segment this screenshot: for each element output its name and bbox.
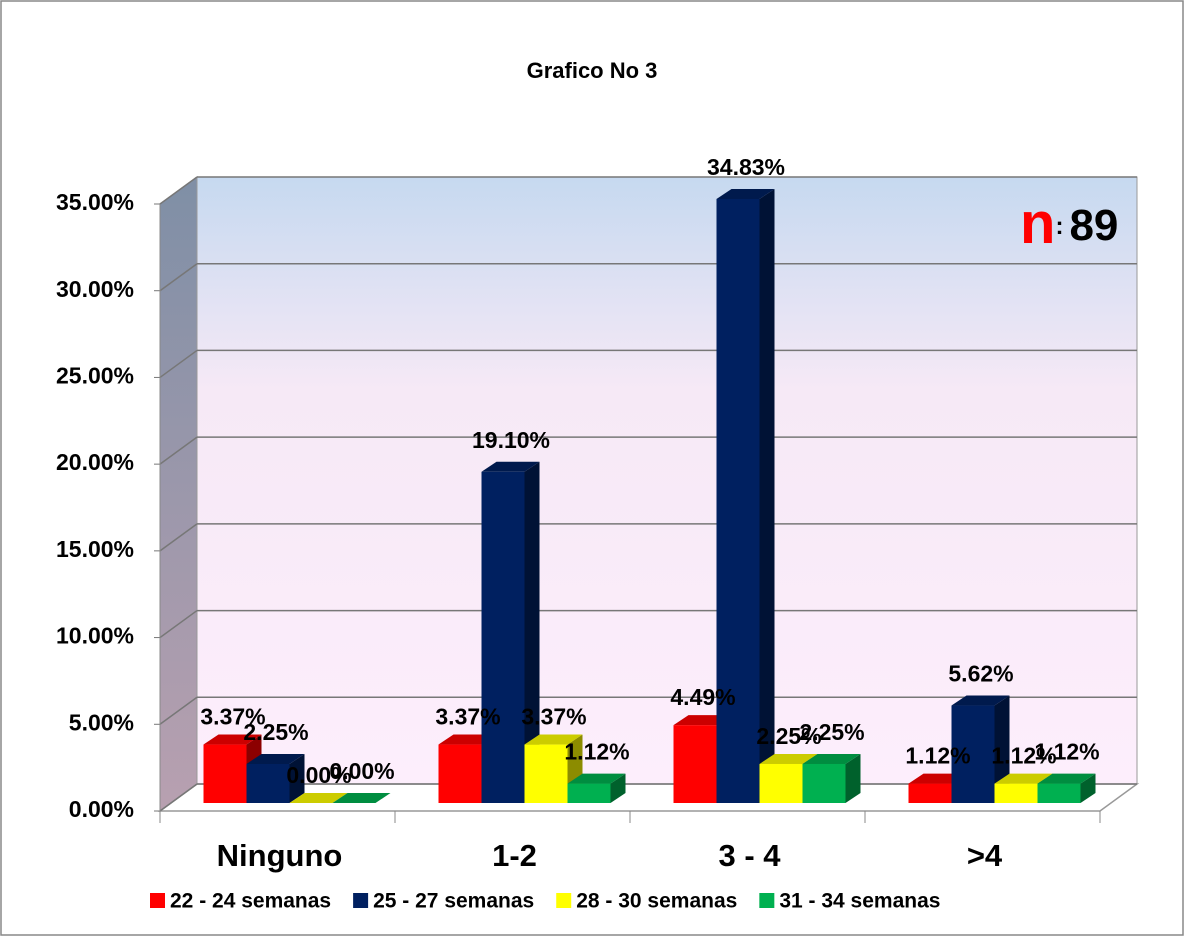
plot-area: 0.00% 5.00% 10.00% 15.00% 20.00% 25.00% 30.00%… <box>56 154 1140 873</box>
data-label: 0.00% <box>329 758 394 784</box>
bar <box>1037 783 1081 803</box>
data-label: 3.37% <box>200 704 265 730</box>
data-label: 2.25% <box>756 723 821 749</box>
data-label: 1.12% <box>564 739 629 765</box>
bar-top <box>716 188 775 199</box>
data-label: 1.12% <box>905 743 970 769</box>
grid-line <box>159 523 198 552</box>
bar-side <box>1080 773 1096 803</box>
side-wall <box>159 176 198 812</box>
x-tick-label: 3 - 4 <box>718 838 781 873</box>
data-label: 1.12% <box>1034 739 1099 765</box>
legend-label: 22 - 24 semanas <box>170 890 331 913</box>
bar <box>246 763 290 803</box>
data-label: 2.25% <box>799 719 864 745</box>
grid-line <box>159 436 198 465</box>
annotation-separator: : <box>1055 213 1063 240</box>
data-label: 3.37% <box>435 704 500 730</box>
annotation-symbol: n <box>1020 191 1055 256</box>
bar <box>673 725 717 803</box>
bar <box>203 744 247 803</box>
legend-label: 25 - 27 semanas <box>373 890 534 913</box>
bar-top <box>951 695 1010 706</box>
bar <box>524 744 568 803</box>
bar <box>951 705 995 803</box>
back-wall <box>196 176 1138 785</box>
bar <box>567 783 611 803</box>
legend-label: 28 - 30 semanas <box>576 890 737 913</box>
data-label: 5.62% <box>948 661 1013 687</box>
bar-top <box>246 753 305 764</box>
data-label: 0.00% <box>286 762 351 788</box>
bar-side <box>524 461 540 803</box>
annotation: n: 89 <box>1020 191 1118 256</box>
bar-top <box>332 793 391 803</box>
chart-title: Grafico No 3 <box>527 58 658 83</box>
bar-top <box>1037 773 1096 784</box>
bar <box>759 763 803 803</box>
bar-side <box>759 188 775 803</box>
bar-top <box>802 753 861 764</box>
data-label: 19.10% <box>472 427 550 453</box>
grid-line <box>159 696 198 725</box>
annotation-count: 89 <box>1069 201 1118 250</box>
data-label: 3.37% <box>521 704 586 730</box>
legend-swatch <box>150 893 165 908</box>
data-label: 4.49% <box>670 684 735 710</box>
data-label: 1.12% <box>991 743 1056 769</box>
bar <box>802 763 846 803</box>
x-tick-label: >4 <box>967 838 1003 873</box>
y-tick-label: 30.00% <box>56 276 134 302</box>
bar <box>438 744 482 803</box>
grid-line <box>159 349 198 379</box>
bar <box>481 471 525 803</box>
y-tick-label: 20.00% <box>56 449 134 475</box>
legend-swatch <box>556 893 572 908</box>
bar-top <box>759 753 818 764</box>
y-tick-label: 10.00% <box>56 623 134 649</box>
y-tick-label: 35.00% <box>56 189 134 215</box>
y-tick-label: 15.00% <box>56 536 134 562</box>
legend-swatch <box>353 893 369 908</box>
grid-line <box>159 609 198 639</box>
y-tick-label: 5.00% <box>69 709 134 735</box>
bar-side <box>610 773 626 803</box>
bar-top <box>524 734 583 745</box>
bar-top <box>481 461 540 472</box>
bar-top <box>567 773 626 784</box>
bar <box>716 198 760 803</box>
bar <box>908 783 952 803</box>
bar <box>994 783 1038 803</box>
bar-top <box>289 793 348 803</box>
legend-swatch <box>759 893 775 908</box>
bar-side <box>845 753 861 803</box>
data-label: 34.83% <box>707 154 785 180</box>
y-tick-label: 0.00% <box>69 796 134 822</box>
y-tick-label: 25.00% <box>56 363 134 389</box>
grid-line <box>159 263 198 292</box>
bar-top <box>203 734 262 745</box>
grid-line <box>159 176 198 205</box>
data-label: 2.25% <box>243 719 308 745</box>
x-tick-label: Ninguno <box>217 838 343 873</box>
bar-top <box>994 773 1053 784</box>
legend-label: 31 - 34 semanas <box>779 890 940 913</box>
grid-line <box>159 783 198 812</box>
bar-side <box>289 753 305 803</box>
x-tick-label: 1-2 <box>492 838 537 873</box>
